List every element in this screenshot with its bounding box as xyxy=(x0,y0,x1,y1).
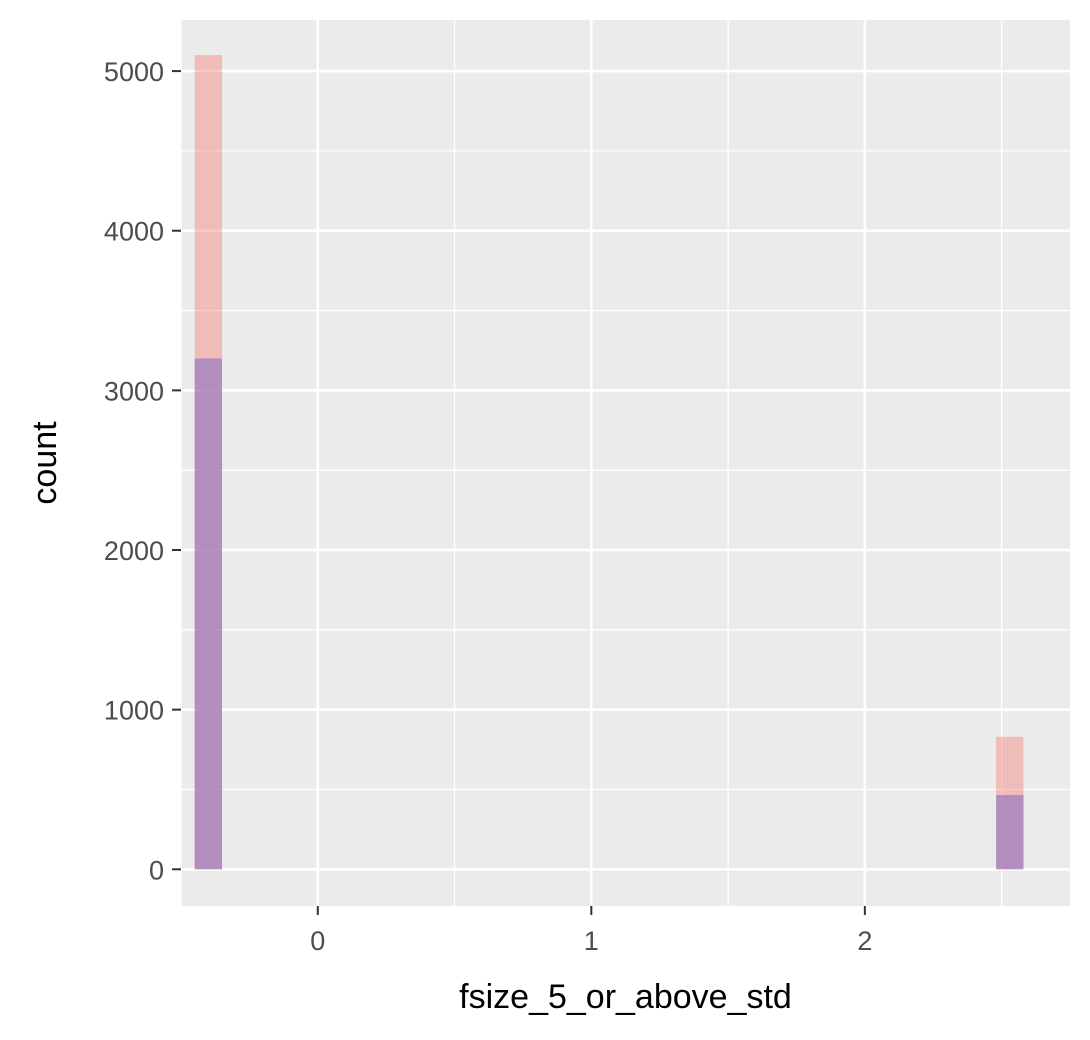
x-tick-label: 1 xyxy=(584,926,599,956)
x-tick-label: 0 xyxy=(310,926,325,956)
y-tick-label: 2000 xyxy=(104,536,164,566)
y-axis-title: count xyxy=(26,421,64,505)
minor-gridlines xyxy=(180,20,1070,906)
x-axis-title: fsize_5_or_above_std xyxy=(459,978,792,1016)
y-tick-label: 1000 xyxy=(104,696,164,726)
major-gridlines xyxy=(181,20,1070,906)
y-tick-label: 3000 xyxy=(104,376,164,406)
y-axis-tick-labels: 0 1000 2000 3000 4000 5000 xyxy=(104,57,164,885)
plot-panel xyxy=(181,20,1070,906)
y-tick-label: 4000 xyxy=(104,217,164,247)
axis-ticks xyxy=(172,70,866,915)
x-tick-label: 2 xyxy=(857,926,872,956)
y-tick-label: 0 xyxy=(149,855,164,885)
histogram-bar xyxy=(996,795,1024,870)
x-axis-tick-labels: 0 1 2 xyxy=(310,926,872,956)
histogram-bars xyxy=(194,55,1024,870)
histogram-bar xyxy=(194,358,223,870)
y-tick-label: 5000 xyxy=(104,57,164,87)
